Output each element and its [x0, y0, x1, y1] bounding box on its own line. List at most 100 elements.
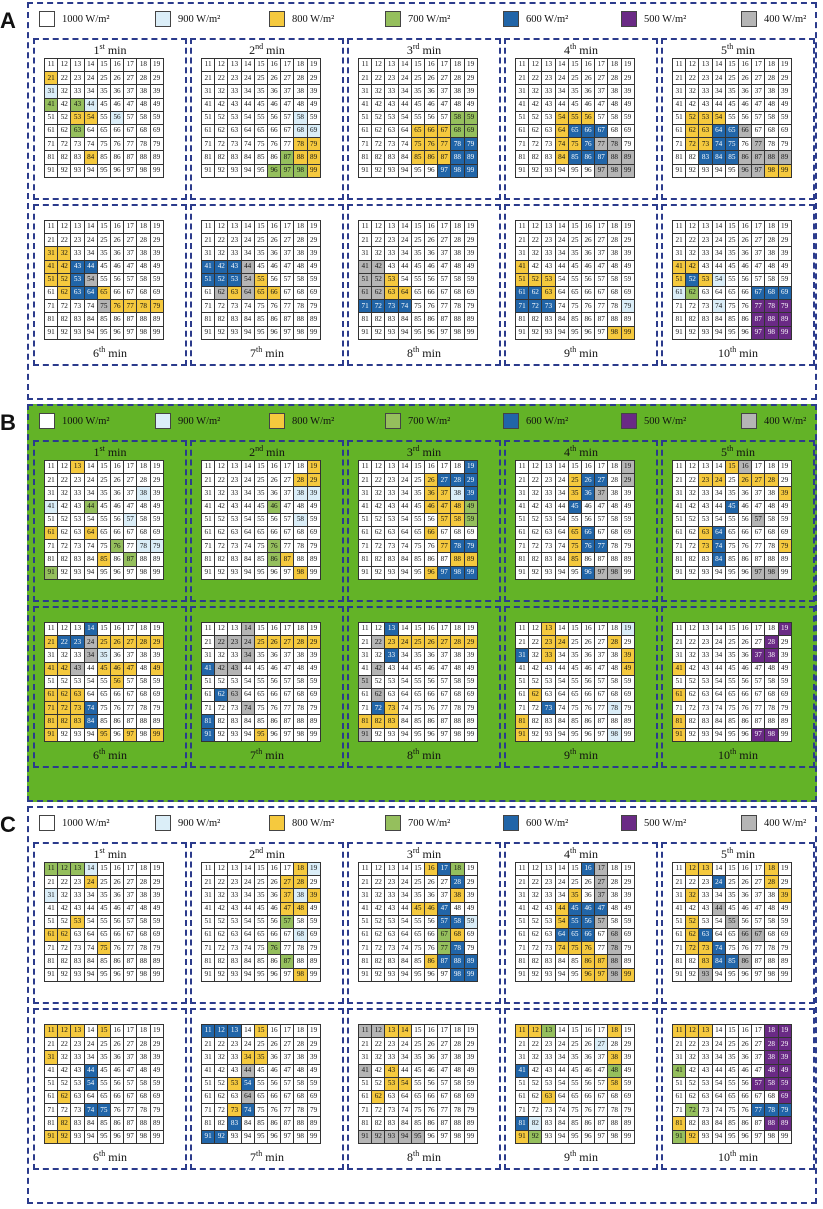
grid-cell-59: 59 — [463, 110, 478, 125]
grid-cell-98: 98 — [293, 325, 308, 340]
grid-cell-12: 12 — [528, 57, 543, 73]
grid-cell-41: 41 — [514, 1063, 530, 1078]
grid-cell-41: 41 — [357, 661, 373, 676]
grid-cell-78: 78 — [607, 539, 622, 554]
grid-cell-42: 42 — [528, 901, 543, 916]
grid-cell-35: 35 — [253, 648, 268, 663]
grid-cell-82: 82 — [57, 552, 72, 567]
grid-cell-43: 43 — [698, 97, 713, 112]
grid-cell-35: 35 — [724, 486, 739, 501]
grid-cell-65: 65 — [96, 927, 111, 943]
grid-cell-44: 44 — [83, 499, 98, 514]
grid-cell-99: 99 — [777, 565, 792, 580]
grid-cell-57: 57 — [437, 110, 452, 125]
grid-cell-67: 67 — [123, 123, 138, 139]
grid-cell-57: 57 — [280, 272, 295, 287]
grid-cell-79: 79 — [777, 137, 792, 152]
grid-cell-98: 98 — [450, 967, 465, 982]
grid-cell-53: 53 — [384, 512, 399, 527]
grid-cell-11: 11 — [43, 57, 59, 73]
grid-cell-93: 93 — [227, 1129, 242, 1144]
grid-cell-76: 76 — [737, 1103, 753, 1118]
grid-cell-75: 75 — [567, 701, 582, 716]
grid-cell-58: 58 — [764, 1076, 779, 1091]
grid-cell-37: 37 — [280, 888, 295, 903]
grid-cell-39: 39 — [777, 246, 792, 261]
grid-cell-28: 28 — [136, 875, 151, 890]
legend-label: 800 W/m² — [292, 415, 335, 427]
grid-cell-45: 45 — [410, 97, 425, 112]
grid-cell-43: 43 — [227, 901, 242, 916]
grid-cell-45: 45 — [253, 661, 268, 676]
grid-cell-84: 84 — [397, 552, 412, 567]
grid-cell-78: 78 — [136, 299, 151, 314]
grid-cell-78: 78 — [764, 299, 779, 314]
grid-cell-58: 58 — [136, 110, 151, 125]
grid-cell-78: 78 — [607, 701, 622, 716]
grid-cell-99: 99 — [306, 565, 321, 580]
grid-cell-84: 84 — [554, 714, 569, 729]
grid-cell-25: 25 — [253, 233, 268, 248]
grid-cell-75: 75 — [567, 299, 582, 314]
legend-swatch — [621, 413, 637, 429]
grid-cell-27: 27 — [437, 71, 452, 86]
grid-cell-66: 66 — [423, 687, 439, 703]
grid-cell-86: 86 — [266, 1116, 282, 1131]
grid-cell-99: 99 — [149, 565, 164, 580]
grid-cell-34: 34 — [240, 84, 255, 99]
grid-cell-47: 47 — [437, 901, 452, 916]
grid-cell-77: 77 — [594, 1103, 609, 1118]
grid-cell-13: 13 — [384, 621, 399, 637]
grid-cell-76: 76 — [423, 1103, 439, 1118]
grid-cell-74: 74 — [240, 701, 255, 716]
grid-cell-22: 22 — [214, 635, 229, 650]
grid-cell-41: 41 — [357, 259, 373, 274]
grid-cell-71: 71 — [357, 701, 373, 716]
grid-cell-82: 82 — [685, 150, 700, 165]
grid-cell-28: 28 — [136, 635, 151, 650]
grid-cell-18: 18 — [764, 861, 779, 877]
grid-cell-12: 12 — [214, 219, 229, 235]
grid-cell-88: 88 — [450, 150, 465, 165]
grid-cell-12: 12 — [528, 861, 543, 877]
grid-cell-78: 78 — [764, 1103, 779, 1118]
grid-cell-81: 81 — [671, 954, 687, 969]
grid-cell-24: 24 — [240, 875, 255, 890]
grid-cell-44: 44 — [240, 1063, 255, 1078]
grid-cell-65: 65 — [724, 687, 739, 703]
grid-cell-29: 29 — [620, 71, 635, 86]
grid-cell-94: 94 — [711, 163, 726, 178]
grid-cell-15: 15 — [724, 219, 739, 235]
grid-cell-81: 81 — [43, 552, 59, 567]
grid-cell-75: 75 — [410, 539, 425, 554]
irradiance-grid: 11 12 13 14 15 16 17 18 19 21 22 23 24 25 26 27 28 29 31 32… — [357, 57, 478, 178]
grid-cell-59: 59 — [463, 914, 478, 929]
grid-cell-83: 83 — [384, 954, 399, 969]
grid-cell-56: 56 — [737, 272, 753, 287]
grid-cell-79: 79 — [777, 539, 792, 554]
grid-cell-23: 23 — [384, 71, 399, 86]
grid-cell-39: 39 — [463, 246, 478, 261]
grid-cell-11: 11 — [671, 219, 687, 235]
grid-cell-27: 27 — [280, 473, 295, 488]
grid-cell-12: 12 — [214, 459, 229, 475]
grid-cell-58: 58 — [136, 914, 151, 929]
grid-cell-25: 25 — [410, 1037, 425, 1052]
legend-label: 700 W/m² — [408, 13, 451, 25]
grid-cell-32: 32 — [371, 246, 386, 261]
grid-cell-87: 87 — [594, 150, 609, 165]
grid-cell-46: 46 — [109, 901, 125, 916]
grid-cell-58: 58 — [607, 1076, 622, 1091]
grid-cell-28: 28 — [293, 635, 308, 650]
grid-cell-27: 27 — [280, 1037, 295, 1052]
grid-cell-32: 32 — [528, 486, 543, 501]
grid-cell-46: 46 — [266, 259, 282, 274]
grid-cell-24: 24 — [83, 875, 98, 890]
grid-cell-44: 44 — [554, 661, 569, 676]
legend-item: 800 W/m² — [269, 10, 334, 28]
grid-cell-35: 35 — [253, 888, 268, 903]
grid-cell-57: 57 — [751, 272, 766, 287]
grid-cell-25: 25 — [96, 1037, 111, 1052]
grid-cell-85: 85 — [253, 150, 268, 165]
grid-cell-68: 68 — [764, 927, 779, 943]
